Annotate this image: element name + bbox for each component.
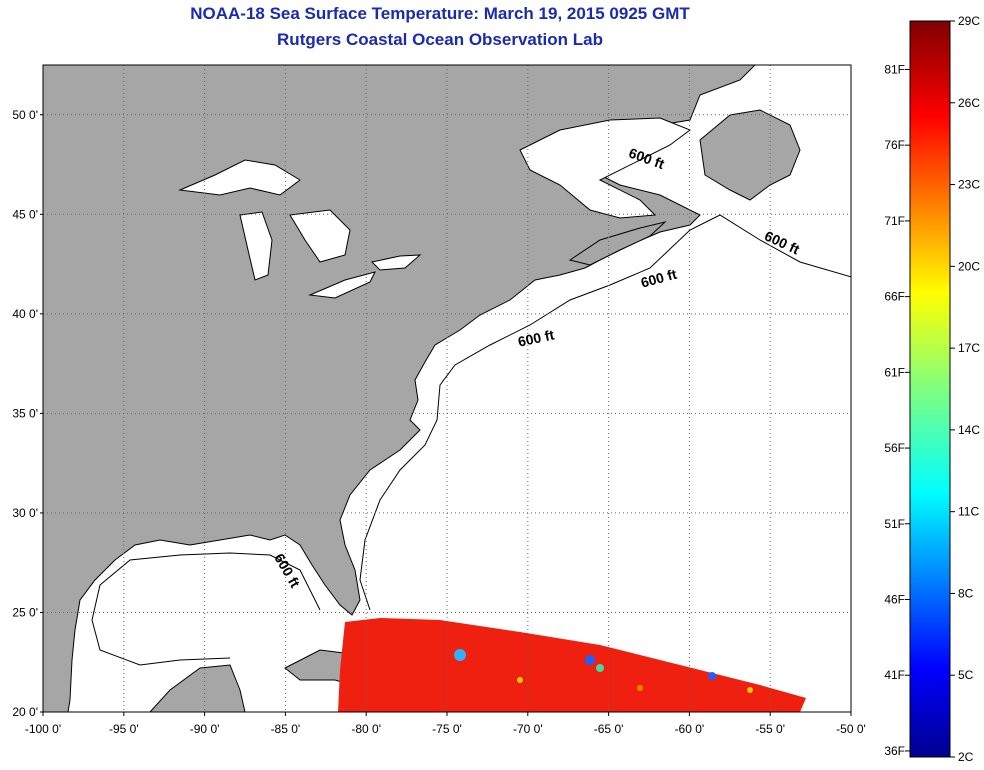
contour-label: 600 ft	[516, 326, 555, 349]
lon-label: -85 0'	[271, 722, 301, 736]
colorbar-label-c: 11C	[958, 505, 979, 519]
colorbar-label-f: 61F	[884, 365, 905, 379]
graticule	[43, 65, 851, 712]
colorbar-label-c: 23C	[958, 178, 980, 192]
sst-swath	[338, 618, 806, 712]
colorbar-fahrenheit-labels: 81F 76F 71F 66F 61F 56F 51F 46F 41F 36F	[884, 62, 910, 758]
contour-600ft	[359, 214, 851, 611]
lake-huron	[289, 209, 351, 263]
lon-label: -80 0'	[351, 722, 381, 736]
lon-label: -50 0'	[836, 722, 866, 736]
colorbar-label-c: 20C	[958, 259, 980, 273]
lat-label: 45 0'	[12, 207, 38, 221]
lake-erie	[308, 271, 376, 299]
colorbar-label-f: 66F	[884, 290, 905, 304]
colorbar	[909, 20, 951, 758]
land-newfoundland	[699, 109, 801, 201]
lon-label: -90 0'	[190, 722, 220, 736]
land-north-america	[43, 65, 756, 712]
colorbar-label-c: 8C	[958, 586, 974, 600]
swath-cool-patches	[454, 649, 753, 693]
lake-michigan	[239, 211, 273, 281]
lat-label: 35 0'	[12, 406, 38, 420]
lat-label: 30 0'	[12, 506, 38, 520]
map-frame	[42, 64, 852, 713]
colorbar-label-f: 41F	[884, 668, 905, 682]
contour-600ft-gulf	[91, 552, 321, 666]
lon-label: -95 0'	[109, 722, 139, 736]
colorbar-label-f: 56F	[884, 441, 905, 455]
lon-label: -65 0'	[594, 722, 624, 736]
lat-label: 40 0'	[12, 307, 38, 321]
lon-label: -70 0'	[513, 722, 543, 736]
lake-ontario	[370, 254, 422, 271]
lat-label: 20 0'	[12, 705, 38, 719]
colorbar-label-c: 5C	[958, 668, 974, 682]
colorbar-label-c: 26C	[958, 96, 980, 110]
colorbar-label-f: 81F	[884, 62, 905, 76]
colorbar-label-c: 2C	[958, 750, 974, 764]
lon-label: -75 0'	[432, 722, 462, 736]
colorbar-label-f: 76F	[884, 138, 905, 152]
latitude-labels: 50 0' 45 0' 40 0' 35 0' 30 0' 25 0' 20 0'	[12, 108, 43, 719]
lake-superior	[178, 159, 301, 196]
lon-label: -55 0'	[755, 722, 785, 736]
gulf-st-lawrence	[519, 117, 692, 219]
colorbar-label-c: 14C	[958, 423, 980, 437]
colorbar-label-c: 29C	[958, 14, 980, 28]
colorbar-label-f: 36F	[884, 744, 905, 758]
colorbar-celsius-labels: 29C 26C 23C 20C 17C 14C 11C 8C 5C 2C	[950, 14, 980, 764]
land-nova-scotia	[568, 221, 667, 266]
land-yucatan	[149, 664, 246, 712]
longitude-labels: -100 0' -95 0' -90 0' -85 0' -80 0' -75 0' -70…	[25, 712, 866, 736]
colorbar-label-f: 46F	[884, 593, 905, 607]
map-subtitle: Rutgers Coastal Ocean Observation Lab	[277, 30, 603, 49]
colorbar-label-f: 71F	[884, 214, 905, 228]
lat-label: 25 0'	[12, 605, 38, 619]
colorbar-label-c: 17C	[958, 341, 980, 355]
lat-label: 50 0'	[12, 108, 38, 122]
lon-label: -100 0'	[25, 722, 61, 736]
colorbar-label-f: 51F	[884, 517, 905, 531]
lon-label: -60 0'	[675, 722, 705, 736]
map-title: NOAA-18 Sea Surface Temperature: March 1…	[190, 4, 690, 23]
